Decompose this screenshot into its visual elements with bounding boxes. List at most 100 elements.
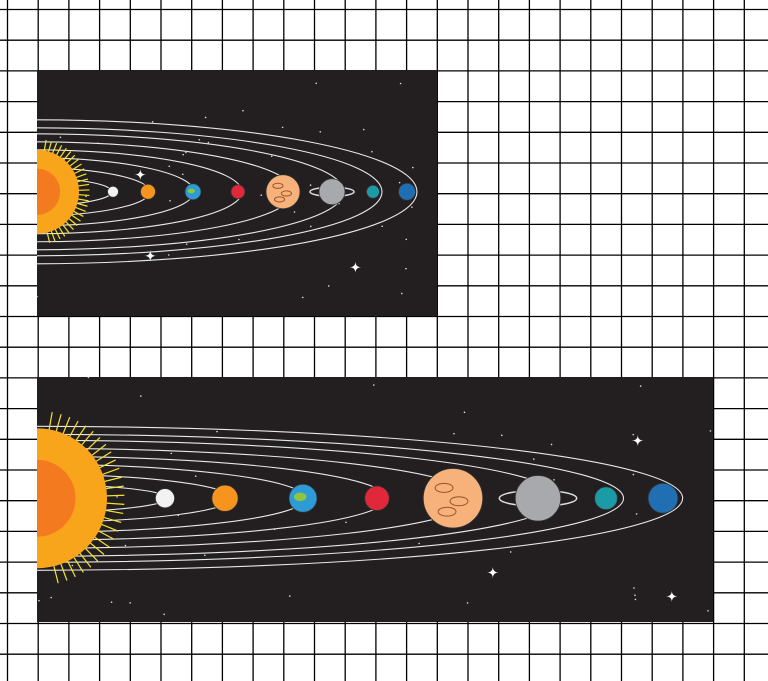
star (216, 430, 218, 433)
star (38, 599, 40, 602)
orbit (37, 433, 624, 563)
star (168, 165, 171, 168)
planet (107, 185, 119, 198)
star (418, 542, 420, 545)
star (169, 199, 171, 202)
star (87, 377, 90, 379)
star (185, 243, 188, 245)
star (50, 596, 52, 599)
star (203, 554, 206, 557)
star (709, 430, 712, 432)
star (288, 595, 291, 597)
star (453, 432, 455, 435)
star (170, 452, 173, 455)
space-panel (37, 70, 437, 316)
planet-detail (293, 492, 307, 502)
orbit (37, 127, 383, 257)
star (310, 225, 312, 228)
planet (318, 178, 346, 206)
star (140, 395, 142, 397)
star (110, 601, 113, 603)
panels (37, 70, 713, 622)
orbit (37, 119, 418, 265)
star (633, 587, 635, 589)
sun-core (37, 459, 76, 537)
star (301, 296, 304, 299)
planet-detail (280, 190, 292, 197)
star (242, 109, 244, 112)
star (463, 411, 466, 414)
star (315, 82, 318, 85)
star (59, 136, 62, 139)
planet-detail (272, 182, 284, 189)
star (327, 285, 330, 287)
planet (364, 485, 390, 511)
planet-detail (187, 188, 195, 194)
star (509, 551, 512, 553)
star (124, 544, 127, 547)
star (634, 594, 636, 596)
star (635, 513, 638, 515)
star (260, 194, 263, 196)
planet (211, 484, 239, 512)
star (71, 564, 74, 567)
star (345, 521, 347, 524)
star (129, 602, 131, 604)
star (632, 433, 635, 436)
star (632, 473, 635, 476)
star (116, 496, 118, 498)
sparkle (134, 168, 147, 181)
sparkle (349, 261, 362, 274)
space-panel (37, 377, 713, 622)
star (412, 166, 414, 169)
star (405, 267, 407, 270)
planet-detail (437, 506, 457, 517)
star (372, 384, 375, 386)
star (532, 458, 535, 460)
sparkle (665, 590, 678, 603)
star (185, 151, 187, 154)
star (293, 211, 296, 213)
star (634, 598, 637, 601)
star (181, 173, 184, 176)
sun-core (37, 168, 61, 215)
star (398, 181, 401, 184)
star (362, 128, 365, 131)
star (319, 130, 322, 133)
planet-detail (274, 196, 286, 203)
planet-detail (434, 482, 454, 493)
star (194, 475, 197, 477)
orbit (37, 425, 684, 571)
planet (230, 184, 246, 200)
star (707, 610, 709, 612)
planet (366, 184, 380, 199)
star (466, 602, 469, 604)
planet (154, 488, 176, 509)
star (400, 292, 403, 295)
star (309, 184, 312, 186)
star (167, 254, 170, 256)
star (381, 225, 384, 228)
star (639, 385, 642, 387)
star (163, 613, 165, 616)
planet-detail (449, 496, 469, 507)
star (371, 150, 373, 153)
star (281, 126, 284, 129)
star (553, 479, 555, 481)
sparkle (486, 566, 499, 579)
star (270, 155, 273, 158)
star (37, 295, 38, 298)
star (207, 141, 210, 144)
star (399, 82, 402, 85)
star (151, 120, 154, 123)
planet (398, 182, 416, 201)
star (238, 238, 240, 241)
planet (647, 482, 679, 514)
sparkle (631, 434, 644, 447)
star (204, 116, 207, 119)
star (405, 238, 408, 241)
star (500, 434, 503, 437)
star (182, 153, 184, 156)
planet (594, 486, 618, 511)
